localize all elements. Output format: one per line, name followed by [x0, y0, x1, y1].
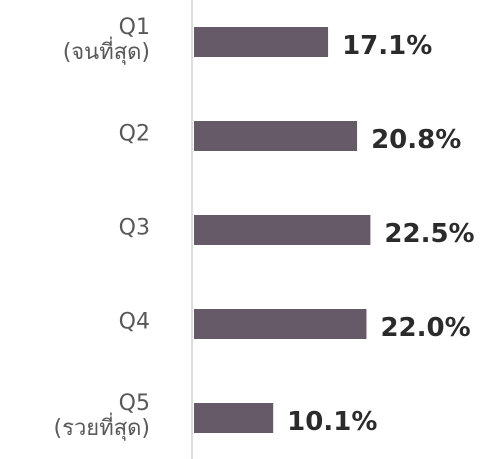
category-label: Q5 (รวยที่สุด)	[53, 391, 150, 441]
value-label: 17.1%	[342, 31, 433, 61]
value-label: 10.1%	[287, 407, 378, 437]
category-label: Q1 (จนที่สุด)	[62, 15, 150, 65]
bar	[194, 215, 371, 245]
bar	[194, 27, 329, 57]
value-label: 22.5%	[384, 219, 475, 249]
bar	[194, 403, 274, 433]
category-label: Q3	[118, 215, 150, 241]
value-label: 22.0%	[380, 313, 471, 343]
category-label: Q4	[118, 309, 150, 335]
value-label: 20.8%	[371, 125, 462, 155]
category-label: Q2	[118, 121, 150, 147]
bar	[194, 309, 367, 339]
bar	[194, 121, 358, 151]
